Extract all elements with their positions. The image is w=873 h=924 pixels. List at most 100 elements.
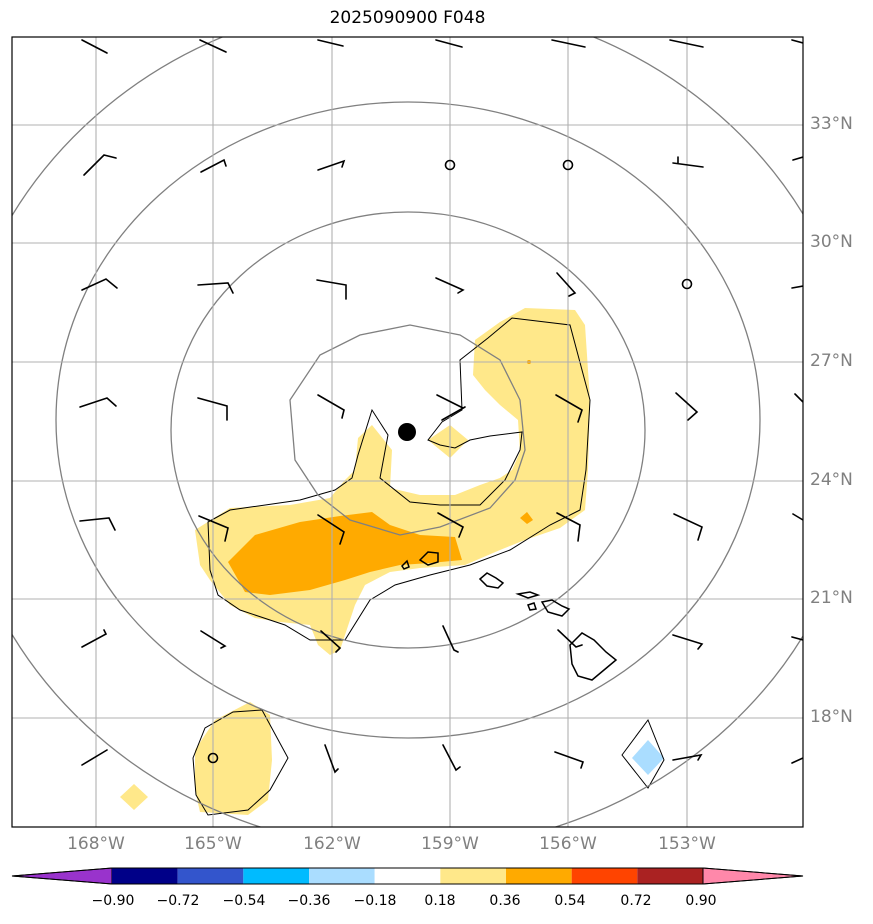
- calm-wind-marker: [562, 159, 574, 171]
- colorbar-tick-label: 0.90: [685, 893, 717, 909]
- colorbar-segment: [637, 868, 703, 884]
- colorbar-tick-label: −0.18: [353, 893, 397, 909]
- wind-barb: [791, 285, 803, 289]
- wind-barb: [81, 749, 108, 766]
- wind-barb: [669, 39, 704, 48]
- wind-barb: [675, 392, 699, 421]
- wind-barb: [198, 515, 229, 542]
- colorbar-segment: [112, 868, 178, 884]
- colorbar-segment: [506, 868, 572, 884]
- colorbar-segment: [309, 868, 375, 884]
- lat-label: 18°N: [810, 707, 853, 727]
- positive-anomaly-medium-speck: [520, 512, 533, 524]
- concentric-rings: [12, 37, 803, 827]
- colorbar-segment: [571, 868, 638, 884]
- wind-barb: [442, 625, 459, 653]
- positive-anomaly-southwest: [195, 702, 272, 815]
- lat-label: 30°N: [810, 232, 853, 252]
- calm-wind-marker: [681, 278, 693, 290]
- storm-center-marker: [398, 423, 416, 441]
- lon-label: 159°W: [421, 834, 479, 854]
- line-contours: [192, 317, 665, 816]
- colorbar-tick-label: 0.72: [620, 893, 652, 909]
- graticule: [12, 37, 803, 827]
- island-oahu: [478, 572, 505, 589]
- calm-wind-marker: [444, 159, 456, 171]
- lat-label: 33°N: [810, 114, 853, 134]
- wind-barb: [316, 279, 347, 300]
- wind-barb: [794, 393, 803, 403]
- wind-barb: [200, 630, 227, 649]
- colorbar-segment: [177, 868, 244, 884]
- wind-barb: [791, 39, 803, 44]
- wind-barb: [324, 744, 339, 774]
- wind-barb: [556, 512, 581, 542]
- island-maui: [540, 599, 571, 617]
- coastlines: [401, 551, 618, 681]
- lon-label: 156°W: [539, 834, 597, 854]
- plot-frame: [11, 36, 804, 828]
- wind-barb: [79, 397, 117, 408]
- colorbar-tick-label: 0.54: [554, 893, 586, 909]
- wind-barb: [672, 156, 704, 168]
- island-molokai: [515, 591, 541, 599]
- colorbar-segment: [374, 868, 441, 884]
- colorbar-tick-label: −0.54: [222, 893, 266, 909]
- wind-barb: [317, 39, 344, 47]
- lat-label: 27°N: [810, 351, 853, 371]
- colorbar-segment: [440, 868, 506, 884]
- island-niihau: [401, 559, 410, 570]
- colorbar-extend-high: [702, 867, 804, 885]
- wind-barb: [320, 630, 342, 653]
- positive-anomaly-medium-region: [228, 512, 462, 595]
- lat-label: 24°N: [810, 470, 853, 490]
- lon-label: 162°W: [303, 834, 361, 854]
- island-lanai: [527, 602, 537, 611]
- wind-barb: [557, 629, 583, 648]
- wind-barb: [791, 757, 803, 764]
- calm-wind-marker: [207, 752, 219, 764]
- colorbar-tick-label: −0.72: [156, 893, 200, 909]
- wind-barb: [200, 158, 227, 173]
- wind-barb: [317, 159, 346, 171]
- wind-barb: [442, 744, 461, 772]
- wind-barb: [435, 277, 465, 294]
- lon-label: 165°W: [184, 834, 242, 854]
- wind-barb: [792, 513, 803, 521]
- colorbar-extend-low: [11, 867, 113, 885]
- colorbar-segment: [243, 868, 309, 884]
- wind-barb: [317, 394, 345, 419]
- positive-anomaly-tiny-diamond: [120, 784, 148, 810]
- positive-anomaly-small-triangle: [428, 425, 468, 458]
- wind-barb: [436, 394, 466, 421]
- wind-barb: [556, 272, 577, 297]
- wind-barb: [551, 39, 586, 48]
- lon-label: 168°W: [67, 834, 125, 854]
- negative-anomaly-light-region: [632, 740, 664, 775]
- wind-barb: [435, 39, 463, 48]
- wind-barb: [672, 634, 704, 650]
- island-kauai: [418, 551, 439, 566]
- colorbar-tick-label: −0.36: [287, 893, 331, 909]
- colorbar-tick-label: 0.18: [424, 893, 456, 909]
- wind-barb: [79, 517, 116, 531]
- wind-barb: [792, 156, 803, 161]
- lon-label: 153°W: [658, 834, 716, 854]
- wind-barb: [673, 513, 703, 541]
- lat-label: 21°N: [810, 588, 853, 608]
- wind-barb: [83, 154, 117, 176]
- wind-barb: [81, 39, 108, 54]
- island-hawaii: [569, 632, 618, 681]
- wind-barb: [555, 394, 583, 423]
- colorbar-tick-label: 0.36: [489, 893, 521, 909]
- wind-barb: [81, 278, 118, 291]
- wind-barb: [317, 514, 345, 545]
- wind-barb: [197, 397, 228, 421]
- wind-barb: [672, 753, 703, 761]
- wind-barb: [81, 629, 108, 648]
- wind-barb: [554, 751, 585, 769]
- wind-barb: [791, 636, 803, 641]
- colorbar-tick-label: −0.90: [91, 893, 135, 909]
- map-title: 2025090900 F048: [329, 8, 486, 28]
